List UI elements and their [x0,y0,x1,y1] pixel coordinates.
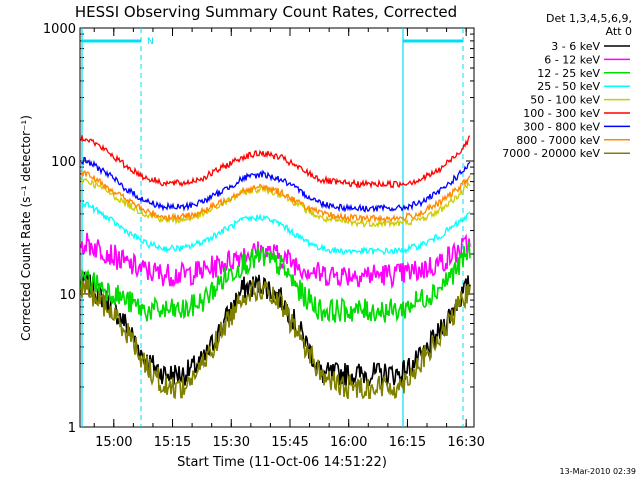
x-tick-label: 15:30 [213,435,250,450]
chart-title: HESSI Observing Summary Count Rates, Cor… [75,3,457,21]
series-layer [80,135,471,400]
x-tick-label: 15:45 [271,435,308,450]
series-line-6 [80,157,471,213]
observing-interval-markers: N [81,28,464,427]
night-marker-label: N [147,37,154,47]
legend-label: 300 - 800 keV [523,120,600,133]
timestamp: 13-Mar-2010 02:39 [560,467,637,476]
x-axis-ticks: 15:00 15:15 15:30 15:45 16:00 16:15 16:30 [93,28,485,450]
legend-label: 800 - 7000 keV [516,134,600,147]
y-tick-label: 10 [59,288,76,303]
legend-label: 7000 - 20000 keV [502,147,600,160]
y-tick-label: 1000 [43,22,76,37]
series-line-2 [80,241,471,323]
x-tick-label: 16:30 [447,435,484,450]
legend-header-line-1: Det 1,3,4,5,6,9, [546,12,632,25]
x-tick-label: 15:00 [95,435,132,450]
series-line-7 [80,170,471,224]
legend-label: 100 - 300 keV [523,107,600,120]
y-axis-ticks: 1 10 100 1000 [43,22,474,436]
series-line-3 [81,200,471,256]
x-axis-label: Start Time (11-Oct-06 14:51:22) [177,455,387,470]
x-tick-label: 16:00 [330,435,367,450]
legend-label: 12 - 25 keV [537,67,600,80]
x-tick-label: 15:15 [154,435,191,450]
legend-label: 50 - 100 keV [530,94,600,107]
legend-label: 6 - 12 keV [544,53,600,66]
legend-label: 25 - 50 keV [537,80,600,93]
legend-header-line-2: Att 0 [606,25,632,38]
series-line-8 [80,277,471,400]
y-tick-label: 100 [51,155,76,170]
legend-label: 3 - 6 keV [551,40,600,53]
series-line-5 [80,135,471,190]
x-tick-label: 16:15 [389,435,426,450]
plot-frame [79,27,475,428]
series-line-1 [80,232,471,290]
y-tick-label: 1 [68,421,76,436]
y-axis-label: Corrected Count Rate (s⁻¹ detector⁻¹) [19,115,33,341]
